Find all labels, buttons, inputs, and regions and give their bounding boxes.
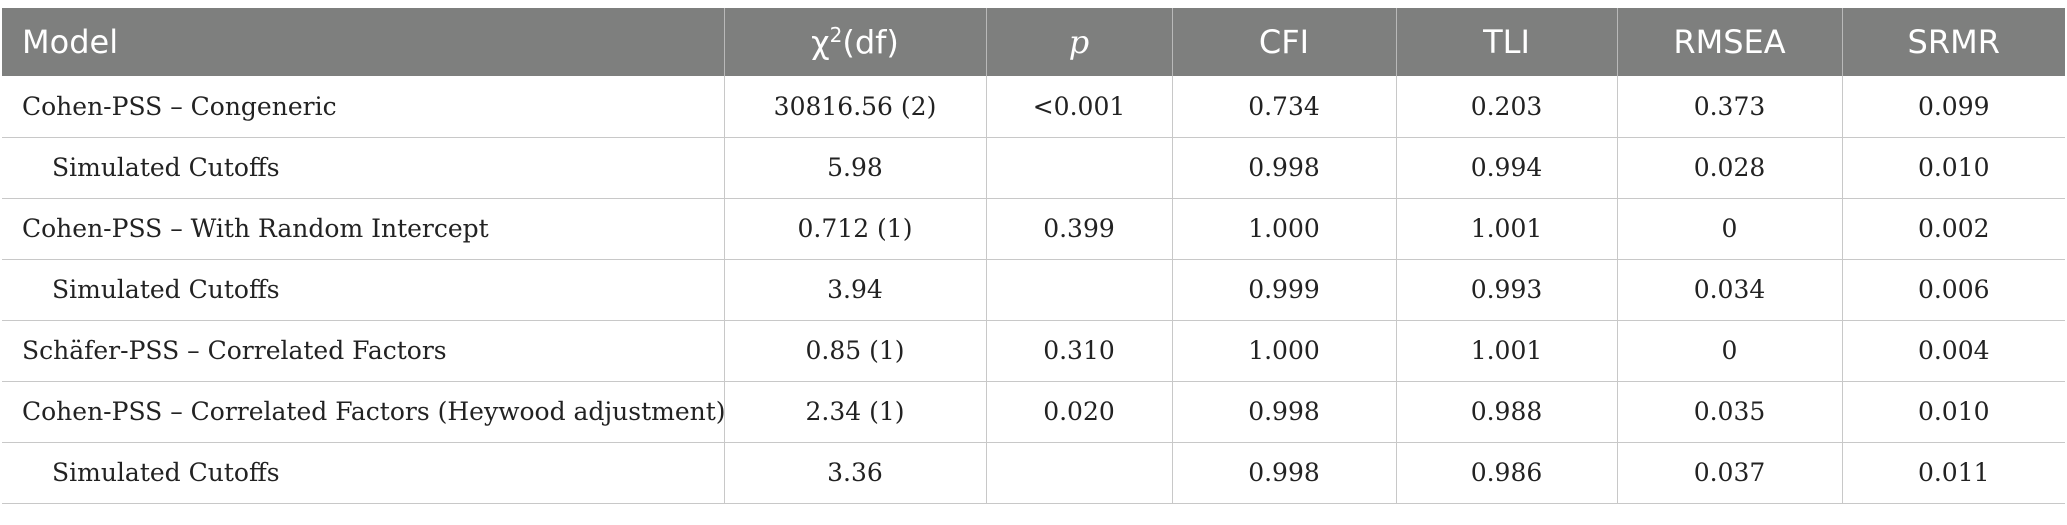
header-cfi: CFI [1172, 8, 1397, 76]
cell-cfi: 1.000 [1172, 198, 1397, 260]
chi-df: (df) [842, 23, 899, 62]
cell-tli: 1.001 [1396, 198, 1618, 260]
header-p: p [986, 8, 1173, 76]
cell-p: 0.020 [986, 381, 1173, 443]
cell-rmsea: 0 [1617, 198, 1843, 260]
header-tli: TLI [1396, 8, 1618, 76]
table-row: Cohen-PSS – Correlated Factors (Heywood … [2, 381, 2065, 443]
cell-model: Schäfer-PSS – Correlated Factors [2, 320, 725, 382]
cell-cfi: 0.734 [1172, 76, 1397, 138]
cell-tli: 1.001 [1396, 320, 1618, 382]
table-row: Cohen-PSS – With Random Intercept 0.712 … [2, 198, 2065, 260]
cell-rmsea: 0.373 [1617, 76, 1843, 138]
cell-p: 0.310 [986, 320, 1173, 382]
cell-tli: 0.203 [1396, 76, 1618, 138]
cell-chi: 3.94 [724, 259, 987, 321]
cell-chi: 5.98 [724, 137, 987, 199]
cell-srmr: 0.004 [1842, 320, 2065, 382]
cell-chi: 2.34 (1) [724, 381, 987, 443]
table-row: Simulated Cutoffs 3.36 0.998 0.986 0.037… [2, 442, 2065, 504]
cell-chi: 0.712 (1) [724, 198, 987, 260]
cell-srmr: 0.011 [1842, 442, 2065, 504]
cell-tli: 0.988 [1396, 381, 1618, 443]
chi-superscript: 2 [829, 22, 843, 47]
header-model: Model [2, 8, 725, 76]
cell-rmsea: 0.037 [1617, 442, 1843, 504]
cell-model: Cohen-PSS – Congeneric [2, 76, 725, 138]
table-row: Schäfer-PSS – Correlated Factors 0.85 (1… [2, 320, 2065, 382]
cell-srmr: 0.002 [1842, 198, 2065, 260]
cell-chi: 0.85 (1) [724, 320, 987, 382]
cell-cfi: 1.000 [1172, 320, 1397, 382]
header-chi-square: χ2(df) [724, 8, 987, 76]
cell-rmsea: 0 [1617, 320, 1843, 382]
table-row: Simulated Cutoffs 3.94 0.999 0.993 0.034… [2, 259, 2065, 321]
chi-symbol: χ [811, 23, 830, 62]
table-row: Cohen-PSS – Congeneric 30816.56 (2) <0.0… [2, 76, 2065, 138]
cell-cfi: 0.998 [1172, 381, 1397, 443]
cell-rmsea: 0.034 [1617, 259, 1843, 321]
cell-srmr: 0.010 [1842, 381, 2065, 443]
table-row: Simulated Cutoffs 5.98 0.998 0.994 0.028… [2, 137, 2065, 199]
cell-model: Simulated Cutoffs [2, 442, 725, 504]
cell-cfi: 0.998 [1172, 442, 1397, 504]
cell-model: Simulated Cutoffs [2, 259, 725, 321]
cell-rmsea: 0.028 [1617, 137, 1843, 199]
cell-p [986, 137, 1173, 199]
cell-tli: 0.994 [1396, 137, 1618, 199]
cell-srmr: 0.010 [1842, 137, 2065, 199]
cell-chi: 3.36 [724, 442, 987, 504]
cell-srmr: 0.006 [1842, 259, 2065, 321]
cell-p [986, 442, 1173, 504]
cell-p: 0.399 [986, 198, 1173, 260]
cell-p [986, 259, 1173, 321]
cell-cfi: 0.999 [1172, 259, 1397, 321]
cell-tli: 0.993 [1396, 259, 1618, 321]
cell-p: <0.001 [986, 76, 1173, 138]
cell-chi: 30816.56 (2) [724, 76, 987, 138]
cell-srmr: 0.099 [1842, 76, 2065, 138]
cell-model: Cohen-PSS – Correlated Factors (Heywood … [2, 381, 726, 443]
table-header-row: Model χ2(df) p CFI TLI RMSEA SRMR [2, 8, 2065, 76]
fit-indices-table: Model χ2(df) p CFI TLI RMSEA SRMR Cohen-… [2, 8, 2065, 504]
cell-tli: 0.986 [1396, 442, 1618, 504]
cell-model: Simulated Cutoffs [2, 137, 725, 199]
fit-indices-table-container: Model χ2(df) p CFI TLI RMSEA SRMR Cohen-… [2, 8, 2065, 504]
cell-model: Cohen-PSS – With Random Intercept [2, 198, 725, 260]
header-srmr: SRMR [1907, 23, 2000, 61]
cell-cfi: 0.998 [1172, 137, 1397, 199]
header-rmsea: RMSEA [1617, 8, 1843, 76]
cell-rmsea: 0.035 [1617, 381, 1843, 443]
